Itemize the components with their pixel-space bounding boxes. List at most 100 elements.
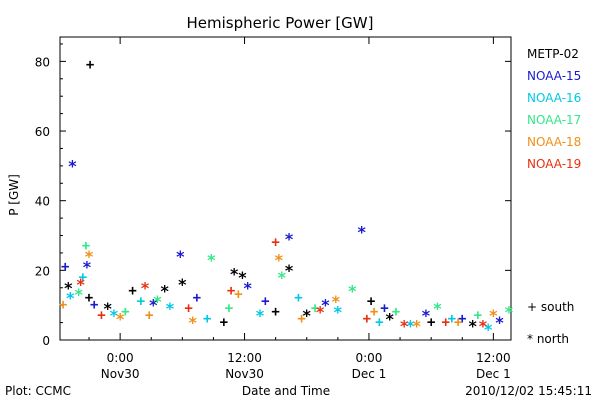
x-axis-label: Date and Time — [242, 384, 330, 398]
marker-legend-entry: * north — [527, 332, 569, 346]
data-point: + — [137, 294, 145, 310]
data-point: + — [448, 311, 456, 327]
data-point: + — [294, 290, 302, 306]
footer-left: Plot: CCMC — [5, 384, 71, 398]
data-point: + — [97, 308, 105, 324]
data-point: * — [321, 296, 331, 315]
data-point: + — [297, 311, 305, 327]
data-point: * — [333, 303, 343, 322]
data-point: + — [367, 294, 375, 310]
data-point: * — [188, 313, 198, 332]
data-point: * — [274, 250, 284, 269]
data-point: + — [474, 308, 482, 324]
data-point: + — [128, 283, 136, 299]
data-point: * — [468, 317, 478, 336]
data-point: * — [399, 317, 409, 336]
data-point: * — [148, 296, 158, 315]
data-point: + — [454, 315, 462, 331]
legend-entry: NOAA-17 — [527, 113, 581, 127]
data-point: + — [145, 308, 153, 324]
data-point: + — [234, 287, 242, 303]
data-point: * — [255, 306, 265, 325]
data-point: * — [229, 264, 239, 283]
data-point: + — [220, 315, 228, 331]
x-tick-date: Nov30 — [101, 367, 140, 381]
legend-entry: NOAA-18 — [527, 135, 581, 149]
x-tick-date: Nov30 — [225, 367, 264, 381]
plot-area: +*+*+ * *+**+**+* + *+**+ **+*+***+ * + **+*+ *+ *… — [59, 57, 514, 339]
data-point: * — [433, 299, 443, 318]
data-point: + — [311, 301, 319, 317]
data-point: + — [61, 259, 69, 275]
data-point: * — [207, 250, 217, 269]
data-point: * — [357, 223, 367, 242]
data-point: * — [406, 317, 416, 336]
x-tick-time: 12:00 — [227, 351, 262, 365]
data-point: * — [74, 285, 84, 304]
data-point: * — [284, 230, 294, 249]
data-point: * — [385, 310, 395, 329]
data-point: * — [109, 306, 119, 325]
data-point: * — [483, 320, 493, 339]
data-point: * — [348, 282, 358, 301]
data-point: + — [86, 57, 94, 73]
data-point: * — [277, 268, 287, 287]
data-point: + — [203, 311, 211, 327]
y-tick-label: 60 — [35, 125, 50, 139]
data-point: * — [302, 306, 312, 325]
data-point: * — [84, 247, 94, 266]
data-point: + — [363, 311, 371, 327]
data-point: * — [489, 306, 499, 325]
data-point: * — [421, 306, 431, 325]
data-point: * — [495, 313, 505, 332]
data-point: * — [153, 292, 163, 311]
legend: METP-02 NOAA-15 NOAA-16 NOAA-17 NOAA-18 NOAA-… — [527, 47, 581, 171]
data-point: + — [380, 301, 388, 317]
data-point: * — [140, 278, 150, 297]
x-tick-time: 0:00 — [107, 351, 134, 365]
legend-entry: NOAA-16 — [527, 91, 581, 105]
marker-legend: + south * north — [527, 300, 574, 346]
data-point: + — [121, 304, 129, 320]
y-tick-label: 20 — [35, 264, 50, 278]
data-point: + — [458, 311, 466, 327]
data-point: * — [165, 299, 175, 318]
data-point: * — [412, 317, 422, 336]
data-point: + — [85, 290, 93, 306]
plot-frame — [59, 36, 512, 341]
data-point: * — [243, 278, 253, 297]
marker-legend-entry: + south — [527, 300, 574, 314]
data-point: + — [90, 297, 98, 313]
legend-entry: METP-02 — [527, 47, 579, 61]
data-point: * — [63, 278, 73, 297]
data-point: * — [82, 257, 92, 276]
y-tick-label: 80 — [35, 55, 50, 69]
legend-entry: NOAA-19 — [527, 157, 581, 171]
data-point: + — [427, 315, 435, 331]
footer-right: 2010/12/02 15:45:11 — [465, 384, 592, 398]
data-point: + — [271, 304, 279, 320]
data-point: + — [441, 315, 449, 331]
data-point: + — [225, 301, 233, 317]
data-point: * — [504, 303, 514, 322]
data-point: * — [315, 303, 325, 322]
data-point: * — [238, 268, 248, 287]
x-tick-time: 0:00 — [355, 351, 382, 365]
data-point: + — [193, 290, 201, 306]
y-tick-label: 40 — [35, 195, 50, 209]
data-point: * — [76, 275, 86, 294]
y-tick-label: 0 — [42, 334, 50, 348]
data-point: + — [59, 297, 67, 313]
data-point: + — [79, 269, 87, 285]
data-point: * — [478, 317, 488, 336]
data-point: * — [331, 292, 341, 311]
legend-entry: NOAA-15 — [527, 69, 581, 83]
data-point: + — [184, 301, 192, 317]
data-point: * — [115, 310, 125, 329]
x-tick-time: 12:00 — [476, 351, 511, 365]
chart-title: Hemispheric Power [GW] — [187, 14, 374, 32]
data-point: + — [227, 283, 235, 299]
data-point: + — [271, 234, 279, 250]
data-point: * — [160, 282, 170, 301]
